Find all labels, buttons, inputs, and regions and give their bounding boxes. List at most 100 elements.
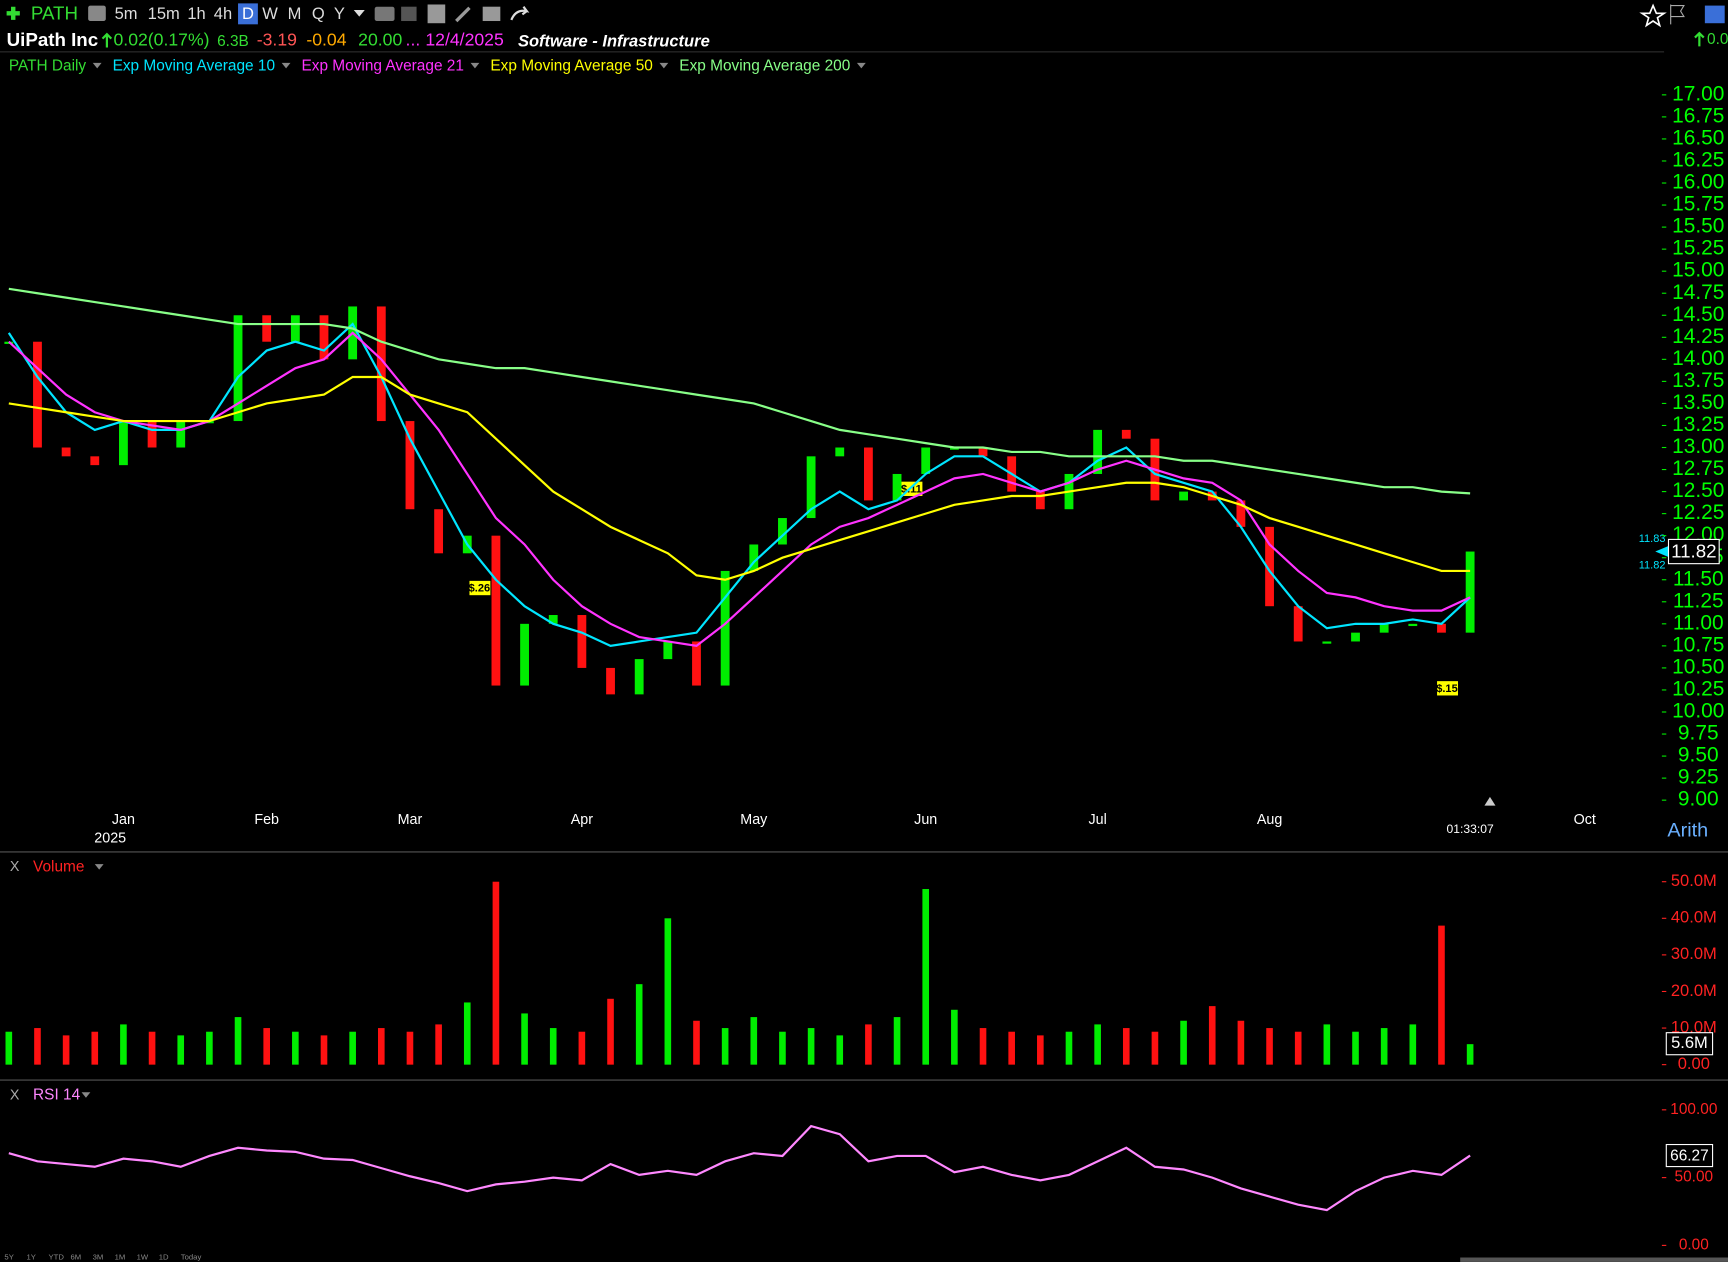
interval[interactable]: 4h <box>214 4 232 23</box>
scroll-marker[interactable] <box>1484 796 1496 806</box>
y-tick-label: 40.0M <box>1671 908 1717 927</box>
y-tick-label: 16.75 <box>1672 104 1724 127</box>
dropdown[interactable] <box>94 864 104 870</box>
tool-icon[interactable] <box>374 6 395 22</box>
legend-entry[interactable]: Exp Moving Average 10 <box>113 57 275 74</box>
close-pane[interactable]: X <box>10 859 20 875</box>
dropdown[interactable] <box>470 62 480 69</box>
period-button[interactable]: 1M <box>115 1253 126 1262</box>
y-tick-label: 30.0M <box>1671 944 1717 963</box>
star-icon[interactable] <box>1639 3 1667 28</box>
dividend-badge <box>469 580 491 596</box>
volume-bar <box>1122 1028 1130 1065</box>
ema-line <box>7 322 1471 648</box>
ema-line <box>8 375 1471 581</box>
period-button[interactable]: YTD <box>48 1253 64 1262</box>
value-box <box>1665 1032 1714 1056</box>
interval[interactable]: 15m <box>148 4 180 23</box>
period-button[interactable]: 1W <box>137 1253 149 1262</box>
interval[interactable]: Q <box>312 4 325 23</box>
period-button[interactable]: 1Y <box>26 1253 35 1262</box>
x-tick-label: Apr <box>571 812 594 828</box>
candle <box>33 341 42 448</box>
candle <box>90 456 100 466</box>
volume-bar <box>1380 1028 1388 1065</box>
x-tick-label: Feb <box>254 812 279 828</box>
y-tick-label: 13.00 <box>1672 435 1724 458</box>
tool-icon[interactable] <box>482 6 501 22</box>
dropdown[interactable] <box>281 62 291 69</box>
volume-bar <box>1352 1031 1359 1065</box>
x-tick-label: Jan <box>112 812 135 828</box>
y-tick-label: 10.50 <box>1672 655 1724 678</box>
tool-icon[interactable] <box>401 6 417 22</box>
period-button[interactable]: 6M <box>71 1253 82 1262</box>
candle <box>692 641 701 686</box>
scale-mode[interactable]: Arith <box>1667 819 1708 841</box>
y-tick-label: 13.25 <box>1672 413 1724 436</box>
period-button[interactable]: 3M <box>93 1253 104 1262</box>
volume-bar <box>807 1028 815 1065</box>
tool-icon[interactable] <box>427 4 446 24</box>
candle <box>176 421 186 448</box>
y-tick-label: 16.50 <box>1672 126 1724 149</box>
y-tick-label: 0.00 <box>1678 1054 1710 1073</box>
dropdown[interactable] <box>92 62 102 69</box>
candle <box>1265 526 1274 607</box>
volume-bar <box>463 1002 471 1065</box>
flag-icon[interactable] <box>1670 4 1685 25</box>
period-button[interactable]: Today <box>181 1253 202 1262</box>
x-tick-label: Mar <box>398 812 423 828</box>
legend-entry[interactable]: PATH Daily <box>9 57 87 74</box>
volume-bar <box>206 1031 213 1065</box>
field: -0.04 <box>306 30 346 50</box>
candle <box>892 473 902 501</box>
candle <box>405 421 415 510</box>
value-box <box>1665 1143 1714 1168</box>
dropdown[interactable] <box>659 62 669 69</box>
volume-bar <box>1323 1024 1331 1065</box>
chart-type-icon[interactable] <box>88 5 106 22</box>
s-icon[interactable] <box>1704 5 1725 24</box>
interval[interactable]: D <box>242 4 254 23</box>
dropdown[interactable] <box>856 62 866 69</box>
legend-entry[interactable]: Exp Moving Average 50 <box>490 57 652 74</box>
draw-icon[interactable] <box>455 6 471 23</box>
interval[interactable]: Y <box>334 4 345 23</box>
last-value: 66.27 <box>1670 1148 1709 1165</box>
close-pane[interactable]: X <box>10 1087 20 1103</box>
candle <box>262 315 272 342</box>
dropdown[interactable] <box>81 1092 91 1098</box>
price-box <box>1667 538 1720 565</box>
volume-bar <box>865 1024 872 1065</box>
value-label: 5.6M <box>1671 1033 1708 1052</box>
dropdown[interactable] <box>353 10 365 17</box>
dividend-label: $.26 <box>469 582 490 594</box>
candle <box>1293 606 1303 642</box>
candle <box>749 544 759 571</box>
candle <box>319 315 329 360</box>
interval[interactable]: 1h <box>187 4 205 23</box>
year-label: 2025 <box>94 831 126 847</box>
scrollbar[interactable] <box>1460 1257 1728 1262</box>
y-tick-label: 50.0M <box>1671 871 1717 890</box>
symbol[interactable]: PATH <box>31 2 78 23</box>
period-button[interactable]: 5Y <box>4 1253 13 1262</box>
period-button[interactable]: 1D <box>159 1253 169 1262</box>
header: UiPath Inc 0.02(0.17%) 6.3B -3.19 -0.04 … <box>0 29 1728 53</box>
add-icon[interactable] <box>6 6 20 20</box>
volume-bar <box>1008 1031 1015 1065</box>
volume-bar <box>1208 1006 1216 1065</box>
legend-entry[interactable]: Exp Moving Average 21 <box>301 57 463 74</box>
interval[interactable]: 5m <box>115 4 138 23</box>
volume-bar <box>378 1028 385 1065</box>
candle <box>921 447 931 474</box>
candle <box>1437 623 1446 633</box>
interval[interactable]: M <box>288 4 302 23</box>
y-tick-label: 9.00 <box>1678 788 1719 811</box>
volume-bar <box>836 1035 844 1065</box>
legend-entry[interactable]: Exp Moving Average 200 <box>679 57 850 74</box>
share-icon[interactable] <box>510 6 530 21</box>
interval[interactable]: W <box>262 4 278 23</box>
candle <box>663 641 673 660</box>
